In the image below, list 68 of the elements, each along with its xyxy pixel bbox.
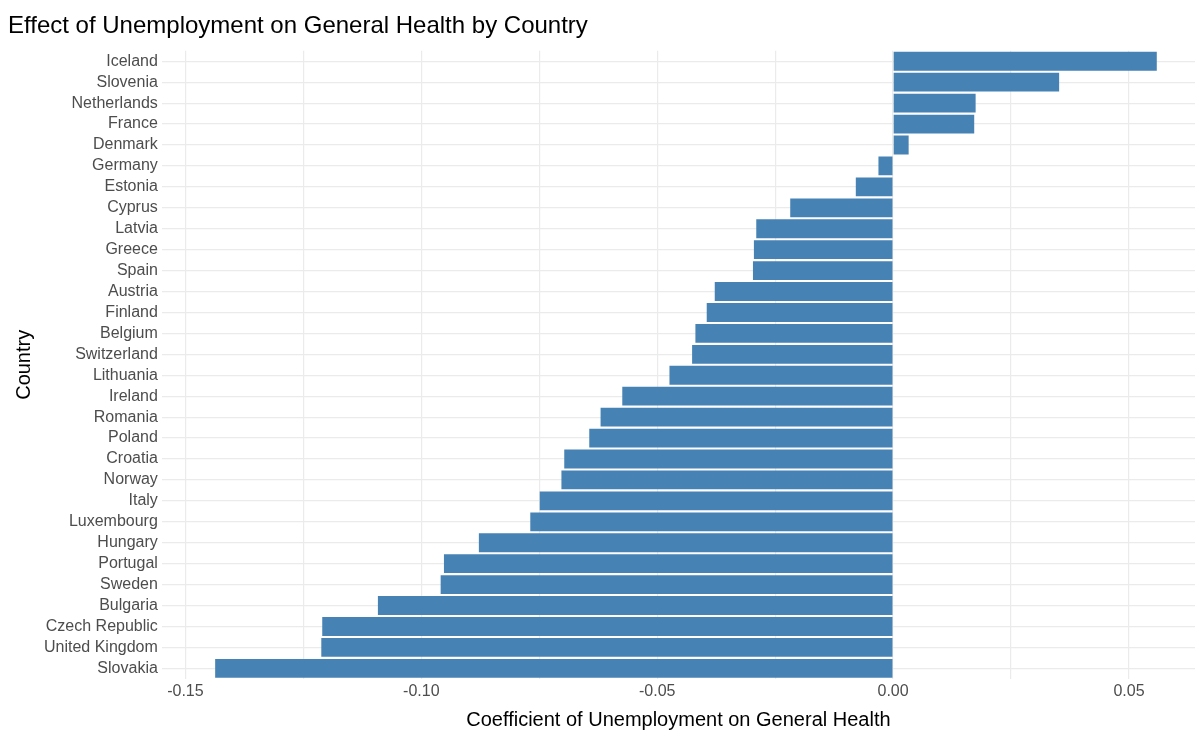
y-tick-label: Norway <box>103 470 158 488</box>
y-tick-label: Slovakia <box>97 658 158 676</box>
bar <box>561 470 893 490</box>
bar <box>893 51 1157 71</box>
y-tick-label: United Kingdom <box>44 637 158 655</box>
y-tick-label: Croatia <box>106 449 158 467</box>
bar <box>893 114 975 134</box>
y-tick-label: Portugal <box>98 554 158 572</box>
y-tick-label: Romania <box>93 407 158 425</box>
bar <box>322 617 893 636</box>
bar <box>893 135 909 155</box>
bar <box>752 261 893 281</box>
y-tick-label: Italy <box>128 491 158 509</box>
x-tick-label: -0.15 <box>167 681 204 699</box>
bar <box>756 219 893 239</box>
y-tick-label: Cyprus <box>107 198 158 216</box>
y-tick-label: Iceland <box>106 51 158 69</box>
bar <box>589 428 893 448</box>
bar <box>530 512 893 532</box>
y-tick-label: Spain <box>116 261 158 279</box>
y-tick-label: Sweden <box>100 575 158 593</box>
bar <box>564 449 893 469</box>
y-axis-title: Country <box>11 329 34 400</box>
bar <box>695 323 893 343</box>
y-tick-label: Estonia <box>104 177 158 195</box>
y-tick-label: Poland <box>108 428 158 446</box>
y-tick-label: Switzerland <box>75 344 158 362</box>
y-tick-label: Luxembourg <box>68 512 158 530</box>
bar <box>753 240 893 260</box>
bar <box>539 491 893 511</box>
bar <box>893 93 976 113</box>
x-tick-label: 0.05 <box>1113 681 1145 699</box>
x-tick-label: 0.00 <box>877 681 909 699</box>
x-tick-label: -0.05 <box>638 681 676 699</box>
bar <box>714 282 893 301</box>
y-tick-label: Czech Republic <box>45 616 158 634</box>
bar <box>893 72 1060 92</box>
bar <box>790 198 893 218</box>
y-tick-label: France <box>108 114 158 132</box>
y-tick-label: Finland <box>105 302 158 320</box>
bar <box>878 156 893 176</box>
y-tick-label: Greece <box>105 240 158 258</box>
bar <box>443 554 893 574</box>
y-tick-label: Austria <box>108 281 158 299</box>
bar <box>622 386 893 406</box>
bar <box>478 533 893 553</box>
y-tick-label: Slovenia <box>96 72 158 90</box>
x-axis-title: Coefficient of Unemployment on General Health <box>466 707 891 730</box>
y-tick-label: Bulgaria <box>99 595 158 613</box>
x-tick-label: -0.10 <box>403 681 440 699</box>
bar <box>692 344 893 364</box>
bar <box>215 658 893 678</box>
y-tick-label: Ireland <box>108 386 158 404</box>
bar <box>440 575 893 595</box>
y-tick-label: Germany <box>92 156 158 174</box>
bar <box>855 177 893 197</box>
y-tick-label: Lithuania <box>92 365 158 383</box>
y-tick-label: Belgium <box>100 323 158 341</box>
bar <box>321 637 893 657</box>
bar <box>377 596 893 615</box>
chart-title: Effect of Unemployment on General Health by Country <box>8 11 588 39</box>
bar <box>669 365 893 385</box>
y-tick-label: Netherlands <box>71 93 158 111</box>
y-tick-label: Latvia <box>115 219 158 237</box>
y-tick-label: Denmark <box>92 135 159 153</box>
bar <box>600 407 893 427</box>
bar <box>706 303 893 322</box>
y-tick-label: Hungary <box>97 533 158 551</box>
